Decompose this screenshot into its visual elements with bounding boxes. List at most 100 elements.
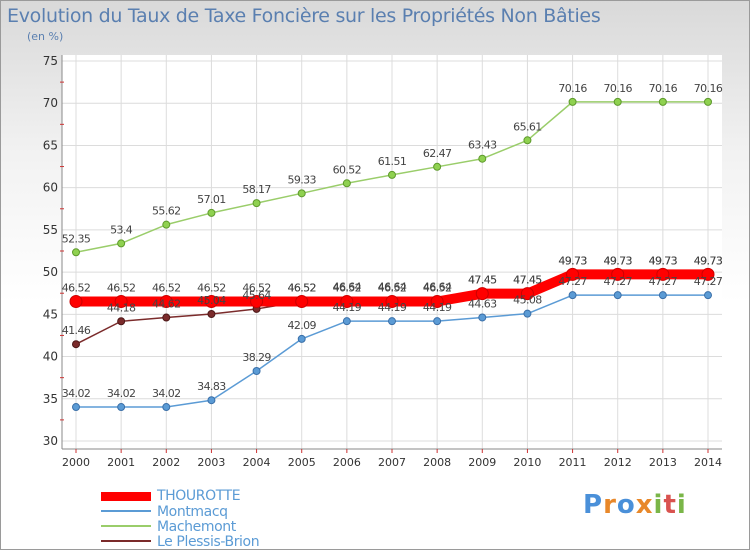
data-label-montmacq-2009: 44.63 — [468, 297, 497, 310]
data-point-montmacq-2003 — [207, 396, 216, 405]
x-tick-label-2008: 2008 — [423, 456, 451, 469]
y-tick-label-60: 60 — [43, 181, 58, 195]
data-point-machemont-2014 — [704, 97, 712, 106]
x-tick-label-2013: 2013 — [649, 456, 677, 469]
legend-label-montmacq: Montmacq — [157, 504, 228, 520]
chart-title: Evolution du Taux de Taxe Foncière sur l… — [7, 5, 601, 27]
data-label-thourotte-2012: 49.73 — [603, 254, 632, 267]
logo-letter: t — [663, 490, 677, 520]
data-point-machemont-2008 — [433, 162, 442, 171]
data-point-le-plessis-brion-2001 — [117, 317, 126, 326]
data-label-montmacq-2006: 44.19 — [333, 301, 362, 314]
legend-label-le-plessis-brion: Le Plessis-Brion — [157, 534, 260, 550]
y-tick-label-65: 65 — [43, 138, 58, 152]
data-label-machemont-2001: 53.4 — [110, 223, 133, 236]
proxiti-logo: Proxiti — [583, 490, 687, 520]
y-tick-label-50: 50 — [43, 265, 58, 279]
data-label-machemont-2002: 55.62 — [152, 205, 181, 218]
data-point-thourotte-2014 — [701, 267, 715, 281]
data-point-montmacq-2011 — [568, 291, 577, 300]
data-label-montmacq-2000: 34.02 — [62, 387, 91, 400]
logo-letter: r — [603, 490, 617, 520]
data-label-montmacq-2008: 44.19 — [423, 301, 452, 314]
data-label-montmacq-2005: 42.09 — [287, 319, 316, 332]
data-label-machemont-2003: 57.01 — [197, 193, 226, 206]
y-tick-label-55: 55 — [43, 223, 58, 237]
y-tick-label-40: 40 — [43, 350, 58, 364]
legend-swatch-machemont — [101, 525, 151, 527]
data-label-le-plessis-brion-2009: 47.45 — [468, 274, 497, 287]
data-label-thourotte-2006: 46.52 — [333, 281, 362, 294]
data-label-montmacq-2004: 38.29 — [242, 351, 271, 364]
y-tick-label-70: 70 — [43, 96, 58, 110]
data-label-machemont-2011: 70.16 — [558, 82, 587, 95]
data-point-thourotte-2004 — [250, 294, 264, 308]
data-point-thourotte-2005 — [295, 294, 309, 308]
data-label-thourotte-2008: 46.52 — [423, 281, 452, 294]
data-label-le-plessis-brion-2010: 47.45 — [513, 274, 542, 287]
data-point-montmacq-2000 — [72, 403, 80, 412]
y-tick-label-45: 45 — [43, 307, 58, 321]
data-label-machemont-2008: 62.47 — [423, 147, 452, 160]
data-point-thourotte-2007 — [385, 294, 399, 308]
x-tick-label-2009: 2009 — [468, 456, 496, 469]
data-label-le-plessis-brion-2014: 49.73 — [694, 254, 723, 267]
data-point-machemont-2003 — [207, 208, 216, 217]
data-label-le-plessis-brion-2002: 44.62 — [152, 298, 181, 311]
data-point-montmacq-2009 — [478, 313, 487, 322]
data-label-montmacq-2013: 47.27 — [649, 275, 678, 288]
data-label-machemont-2000: 52.35 — [62, 232, 91, 245]
data-point-machemont-2009 — [478, 154, 487, 163]
x-tick-label-2014: 2014 — [694, 456, 722, 469]
data-point-le-plessis-brion-2002 — [162, 313, 171, 322]
data-point-machemont-2001 — [117, 239, 126, 248]
data-label-machemont-2013: 70.16 — [649, 82, 678, 95]
x-tick-label-2010: 2010 — [513, 456, 541, 469]
data-point-machemont-2004 — [252, 199, 261, 208]
logo-letter: i — [676, 490, 687, 520]
data-point-montmacq-2007 — [388, 317, 396, 326]
data-label-thourotte-2014: 49.73 — [694, 254, 723, 267]
x-tick-label-2001: 2001 — [107, 456, 135, 469]
x-tick-label-2011: 2011 — [559, 456, 587, 469]
data-point-machemont-2007 — [388, 170, 396, 179]
data-point-montmacq-2010 — [523, 309, 532, 318]
data-label-thourotte-2004: 46.52 — [242, 281, 271, 294]
data-label-thourotte-2013: 49.73 — [649, 254, 678, 267]
data-point-montmacq-2014 — [704, 291, 712, 300]
data-label-le-plessis-brion-2001: 44.18 — [107, 301, 136, 314]
data-point-montmacq-2005 — [297, 334, 306, 343]
data-point-machemont-2005 — [297, 189, 306, 198]
data-label-machemont-2006: 60.52 — [333, 163, 362, 176]
y-tick-label-35: 35 — [43, 392, 58, 406]
data-point-montmacq-2006 — [342, 317, 351, 326]
data-point-machemont-2012 — [613, 97, 622, 106]
data-label-thourotte-2011: 49.73 — [558, 254, 587, 267]
data-label-thourotte-2009: 47.45 — [468, 274, 497, 287]
data-label-montmacq-2010: 45.08 — [513, 294, 542, 307]
data-label-machemont-2014: 70.16 — [694, 82, 723, 95]
data-label-machemont-2010: 65.61 — [513, 120, 542, 133]
x-tick-label-2002: 2002 — [152, 456, 180, 469]
data-point-thourotte-2003 — [204, 294, 218, 308]
data-point-le-plessis-brion-2000 — [72, 340, 80, 349]
data-label-le-plessis-brion-2004: 45.64 — [242, 289, 271, 302]
data-label-le-plessis-brion-2007: 46.64 — [378, 280, 407, 293]
data-label-montmacq-2012: 47.27 — [603, 275, 632, 288]
legend-label-thourotte: THOUROTTE — [157, 488, 241, 504]
data-point-thourotte-2011 — [566, 267, 580, 281]
x-tick-label-2012: 2012 — [604, 456, 632, 469]
x-tick-label-2006: 2006 — [333, 456, 361, 469]
data-point-thourotte-2009 — [475, 287, 489, 301]
x-tick-label-2004: 2004 — [243, 456, 271, 469]
x-tick-label-2003: 2003 — [197, 456, 225, 469]
data-label-le-plessis-brion-2013: 49.73 — [649, 254, 678, 267]
data-label-le-plessis-brion-2006: 46.64 — [333, 280, 362, 293]
data-label-machemont-2012: 70.16 — [603, 82, 632, 95]
data-point-montmacq-2002 — [162, 403, 171, 412]
data-label-thourotte-2000: 46.52 — [62, 281, 91, 294]
logo-letter: x — [635, 490, 654, 520]
data-point-montmacq-2004 — [252, 366, 261, 375]
